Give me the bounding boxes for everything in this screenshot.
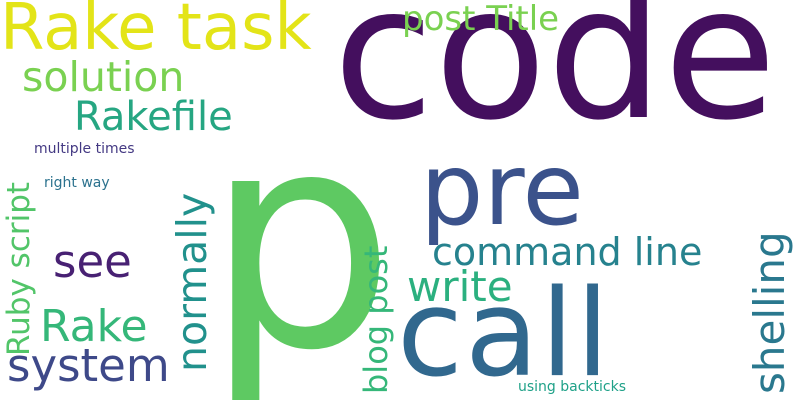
word-call: call [397,265,612,400]
word-code: code [333,0,777,161]
word-rake: Rake [40,301,148,352]
word-ruby-script: Ruby script [1,181,37,356]
word-see: see [53,235,132,288]
word-command-line: command line [432,230,703,274]
word-rake-task: Rake task [0,0,312,65]
word-right-way: right way [44,175,110,191]
word-post-title: post Title [402,0,560,39]
word-shelling: shelling [745,231,794,394]
word-solution: solution [22,53,185,101]
word-p: p [205,67,396,400]
word-blog-post: blog post [357,245,395,394]
word-normally: normally [168,192,216,372]
word-multiple-times: multiple times [34,141,135,157]
word-system: system [7,339,170,392]
word-using-backticks: using backticks [518,379,627,395]
word-rakefile: Rakefile [74,94,233,140]
word-write: write [407,262,513,311]
word-pre: pre [420,131,584,248]
